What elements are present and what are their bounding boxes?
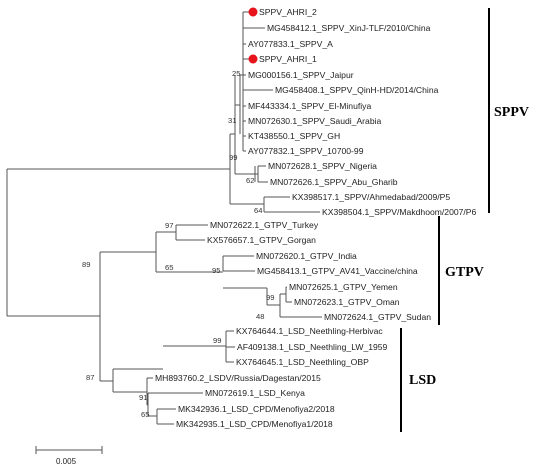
scale-bar-label: 0.005 <box>56 457 77 466</box>
taxon-label: MN072619.1_LSD_Kenya <box>205 388 305 398</box>
taxon-label: MG000156.1_SPPV_Jaipur <box>248 70 354 80</box>
highlight-markers <box>248 7 258 64</box>
support-value: 99 <box>213 336 221 345</box>
taxon-label: KX398504.1_SPPV/Makdhoom/2007/P6 <box>322 207 477 217</box>
support-value: 99 <box>229 153 237 162</box>
support-value: 25 <box>232 69 240 78</box>
support-value: 65 <box>141 410 149 419</box>
support-value: 65 <box>165 263 173 272</box>
taxon-label: MK342936.1_LSD_CPD/Menofiya2/2018 <box>178 404 335 414</box>
taxon-label: MN072626.1_SPPV_Abu_Gharib <box>270 177 398 187</box>
taxon-label: KX576657.1_GTPV_Gorgan <box>207 235 316 245</box>
taxon-label: MN072623.1_GTPV_Oman <box>294 297 400 307</box>
highlight-dot <box>248 54 258 64</box>
taxon-label: SPPV_AHRI_2 <box>259 7 317 17</box>
taxon-label: MN072624.1_GTPV_Sudan <box>324 312 431 322</box>
taxon-label: KX398517.1_SPPV/Ahmedabad/2009/P5 <box>292 192 450 202</box>
clade-label-lsd: LSD <box>409 373 436 388</box>
taxon-label: MN072620.1_GTPV_India <box>256 251 357 261</box>
support-value: 91 <box>139 393 147 402</box>
taxon-label: KX764645.1_LSD_Neethling_OBP <box>236 357 369 367</box>
tree-branches <box>6 11 322 425</box>
taxon-label: KT438550.1_SPPV_GH <box>248 131 340 141</box>
taxon-label: MH893760.2_LSDV/Russia/Dagestan/2015 <box>155 373 321 383</box>
taxon-label: MN072625.1_GTPV_Yemen <box>289 282 398 292</box>
taxon-label: MG458408.1_SPPV_QinH-HD/2014/China <box>275 85 439 95</box>
highlight-dot <box>248 7 258 17</box>
taxon-label: SPPV_AHRI_1 <box>259 54 317 64</box>
clade-gtpv: GTPV <box>438 216 484 325</box>
support-value: 97 <box>165 221 173 230</box>
taxon-label: MN072630.1_SPPV_Saudi_Arabia <box>248 116 382 126</box>
taxon-label: AF409138.1_LSD_Neethling_LW_1959 <box>237 342 388 352</box>
support-value: 64 <box>254 206 262 215</box>
support-value: 62 <box>246 176 254 185</box>
clade-lsd: LSD <box>400 328 436 432</box>
clade-label-gtpv: GTPV <box>445 265 484 280</box>
support-value: 48 <box>256 312 264 321</box>
support-value: 95 <box>212 266 220 275</box>
taxon-label: MN072628.1_SPPV_Nigeria <box>268 161 377 171</box>
support-value: 87 <box>86 373 94 382</box>
taxon-label: MG458413.1_GTPV_AV41_Vaccine/china <box>257 266 418 276</box>
scale-bar: 0.005 <box>35 446 103 466</box>
taxon-label: MK342935.1_LSD_CPD/Menofiya1/2018 <box>176 419 333 429</box>
support-value: 99 <box>266 293 274 302</box>
taxon-label: AY077832.1_SPPV_10700-99 <box>248 146 364 156</box>
support-value: 31 <box>228 116 236 125</box>
taxon-label: MG458412.1_SPPV_XinJ-TLF/2010/China <box>267 23 431 33</box>
clade-sppv: SPPV <box>488 8 529 213</box>
taxon-labels: SPPV_AHRI_2 MG458412.1_SPPV_XinJ-TLF/2010… <box>155 7 477 429</box>
support-values: 25 31 99 62 64 97 65 89 95 99 48 99 87 91 65 <box>82 69 274 419</box>
taxon-label: MF443334.1_SPPV_El-Minufiya <box>248 101 371 111</box>
support-value: 89 <box>82 260 90 269</box>
clade-label-sppv: SPPV <box>494 105 529 120</box>
taxon-label: KX764644.1_LSD_Neethling-Herbivac <box>236 326 383 336</box>
taxon-label: AY077833.1_SPPV_A <box>248 39 333 49</box>
taxon-label: MN072622.1_GTPV_Turkey <box>210 220 319 230</box>
